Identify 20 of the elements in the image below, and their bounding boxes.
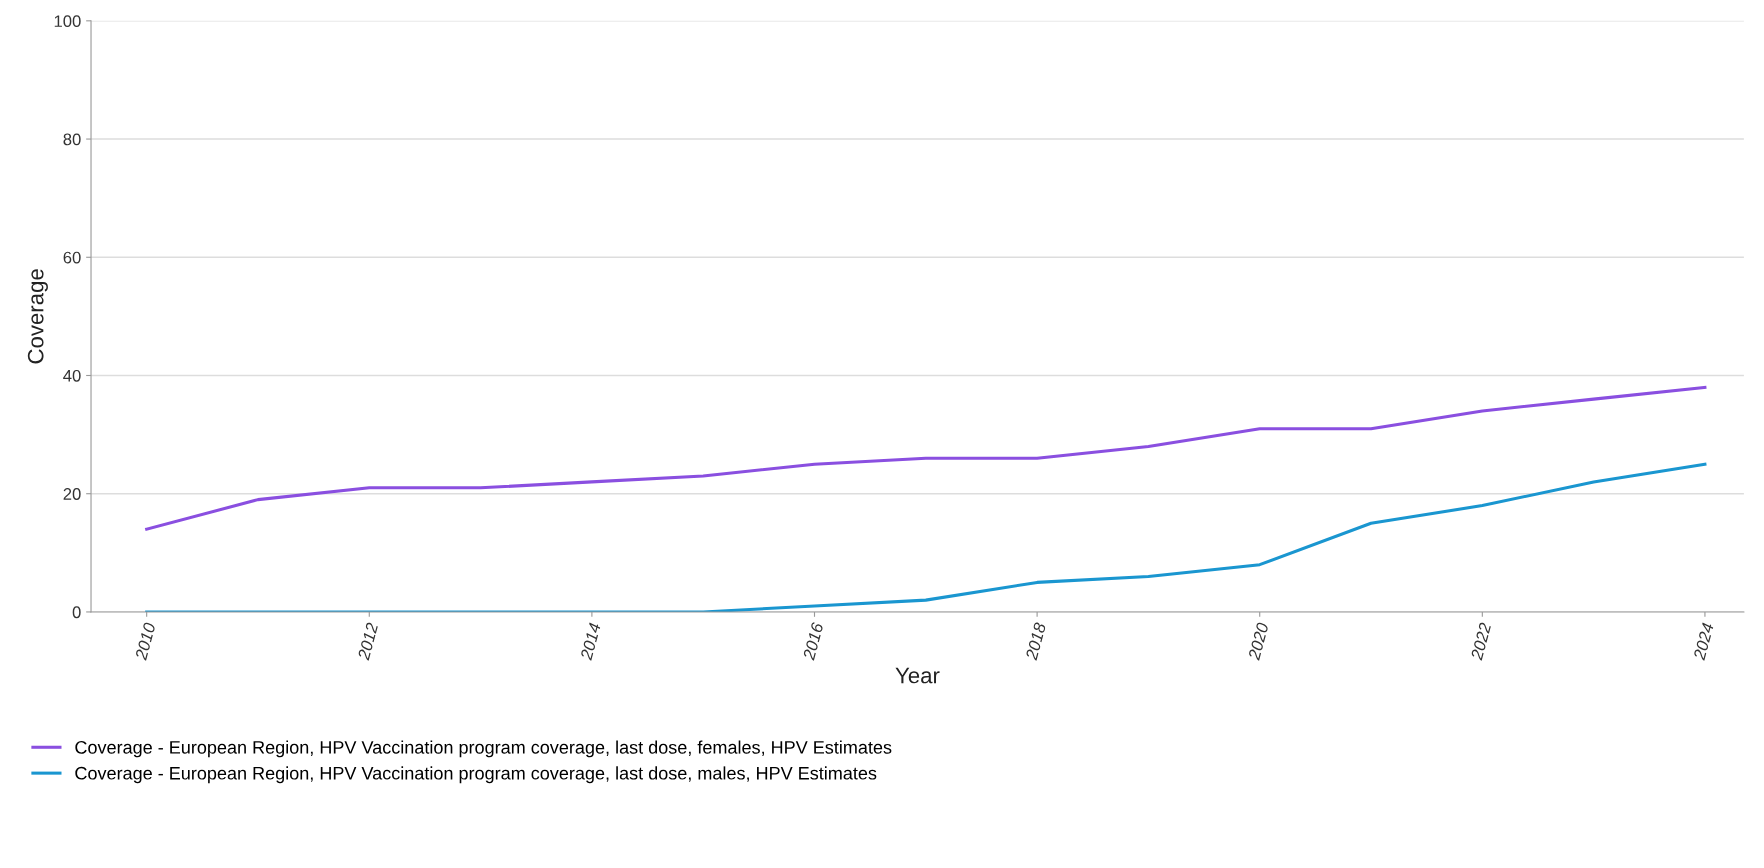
x-tick-label: 2010	[134, 621, 156, 661]
x-axis-title: Year	[895, 667, 940, 684]
y-axis-title: Coverage	[27, 269, 48, 364]
x-tick-label: 2022	[1470, 622, 1492, 661]
line-series	[145, 385, 1707, 531]
x-tick-label: 2012	[357, 622, 379, 661]
x-tick-label: 2018	[1025, 621, 1047, 661]
y-tick-label: 80	[63, 133, 81, 146]
y-tick-label: 40	[63, 369, 81, 382]
x-tick-label: 2016	[802, 621, 824, 661]
x-tick-label: 2020	[1247, 621, 1269, 661]
y-tick-label: 60	[63, 251, 81, 264]
y-tick-label: 20	[63, 488, 81, 500]
legend-label: Coverage - European Region, HPV Vaccination program coverage, last dose, males, HPV Estimates	[75, 766, 877, 784]
x-tick-label: 2014	[579, 622, 601, 661]
x-tick-label: 2024	[1693, 622, 1714, 661]
legend-label: Coverage - European Region, HPV Vaccination program coverage, last dose, females, HPV Estimates	[75, 740, 892, 758]
y-tick-label: 0	[72, 606, 81, 619]
y-tick-label: 100	[54, 15, 81, 28]
line-series	[145, 462, 1707, 612]
